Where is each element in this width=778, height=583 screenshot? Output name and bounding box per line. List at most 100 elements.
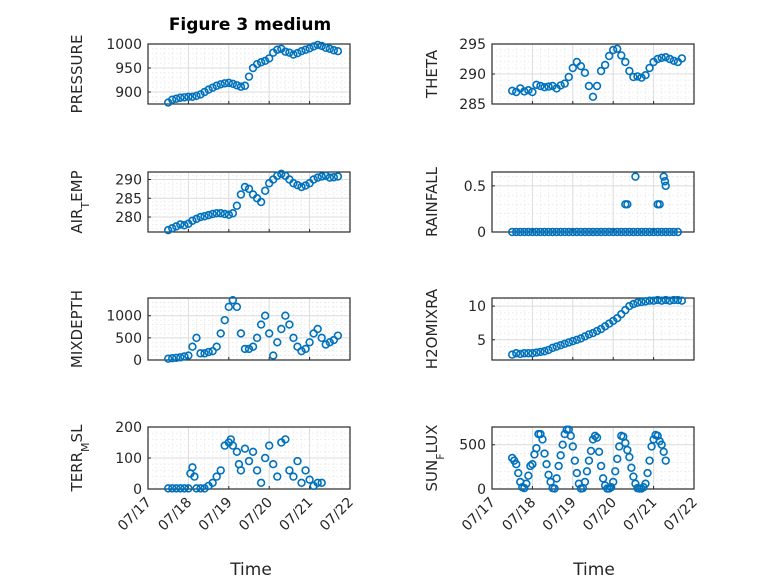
y-tick-label: 1000 (106, 309, 142, 325)
data-point (532, 227, 541, 237)
data-point (232, 302, 242, 312)
data-point (660, 177, 670, 186)
data-point (204, 347, 213, 357)
data-point (216, 80, 225, 89)
data-point (653, 295, 662, 305)
data-point (297, 182, 306, 192)
data-point (248, 447, 258, 456)
data-point (321, 171, 330, 180)
data-point (564, 72, 573, 82)
data-point (570, 456, 580, 465)
x-tick-label: 07/21 (621, 495, 661, 535)
data-point (641, 297, 650, 306)
data-point (180, 352, 189, 361)
data-point (520, 483, 529, 493)
data-point (212, 81, 221, 90)
data-point (204, 210, 213, 220)
data-point (572, 468, 582, 478)
data-point (325, 44, 334, 53)
x-tick-label: 07/19 (540, 495, 580, 535)
data-point (564, 227, 573, 237)
data-point (184, 484, 193, 493)
data-point (164, 354, 173, 363)
data-point (661, 456, 670, 465)
data-point (540, 347, 549, 356)
data-point (536, 81, 545, 91)
data-point (524, 227, 533, 237)
y-tick-label: 1000 (106, 37, 142, 53)
data-point (560, 79, 569, 88)
data-point (625, 301, 634, 311)
data-point (649, 296, 658, 305)
data-point (608, 45, 618, 55)
y-axis-label: H2OMIXRA (423, 288, 441, 369)
x-tick-label: 07/19 (196, 495, 236, 535)
data-point (172, 222, 181, 231)
data-point (600, 227, 610, 237)
data-point (196, 212, 205, 222)
data-point (598, 474, 608, 483)
data-point (625, 227, 634, 237)
y-axis-label: MIXDEPTH (68, 290, 86, 368)
data-point (184, 351, 193, 360)
data-point (333, 331, 343, 340)
data-point (256, 478, 266, 487)
data-point (550, 484, 559, 493)
data-point (516, 227, 525, 237)
data-point (560, 339, 569, 349)
subplot-h2omixra: 5 10 H2OMIXRA (423, 288, 695, 369)
data-point (317, 41, 326, 51)
x-axis-label-right: Time (572, 560, 615, 580)
data-point (260, 453, 270, 463)
data-point (544, 470, 553, 480)
data-point (572, 335, 582, 344)
data-point (540, 449, 549, 458)
data-point (196, 349, 205, 358)
data-point (188, 342, 197, 351)
data-point (592, 227, 602, 237)
data-point (625, 66, 634, 76)
data-point (325, 338, 334, 347)
data-point (252, 59, 262, 69)
data-point (580, 68, 590, 78)
data-point (273, 472, 282, 481)
data-point (643, 468, 652, 478)
data-point (313, 40, 322, 50)
data-point (212, 342, 221, 351)
data-point (594, 447, 604, 456)
data-point (524, 85, 533, 95)
y-tick-label: 500 (115, 331, 142, 347)
data-point (568, 63, 577, 73)
axes-box (491, 297, 695, 361)
data-point (600, 60, 610, 70)
data-point (524, 471, 533, 480)
data-point (584, 456, 594, 465)
data-point (180, 221, 189, 230)
data-point (313, 324, 322, 334)
data-point (232, 447, 242, 456)
subplot-mixdepth: 0 500 1000 MIXDEPTH (68, 290, 351, 369)
data-point (192, 484, 201, 493)
data-point (240, 344, 250, 354)
data-point (576, 61, 586, 71)
data-point (240, 182, 250, 192)
data-point (196, 484, 205, 493)
data-point (216, 466, 225, 475)
data-point (657, 227, 666, 237)
data-point (317, 478, 326, 487)
data-point (613, 454, 622, 464)
data-point (260, 311, 270, 320)
data-point (180, 93, 189, 102)
axes-box (147, 297, 351, 361)
data-point (669, 56, 678, 65)
data-point (590, 431, 600, 441)
data-point (566, 431, 575, 441)
data-point (621, 57, 630, 67)
data-point (592, 326, 602, 336)
y-tick-label: 0 (477, 482, 486, 498)
data-point (613, 227, 622, 237)
data-point (617, 51, 626, 60)
data-point (244, 456, 254, 466)
data-point (204, 85, 213, 94)
data-point (281, 435, 290, 444)
